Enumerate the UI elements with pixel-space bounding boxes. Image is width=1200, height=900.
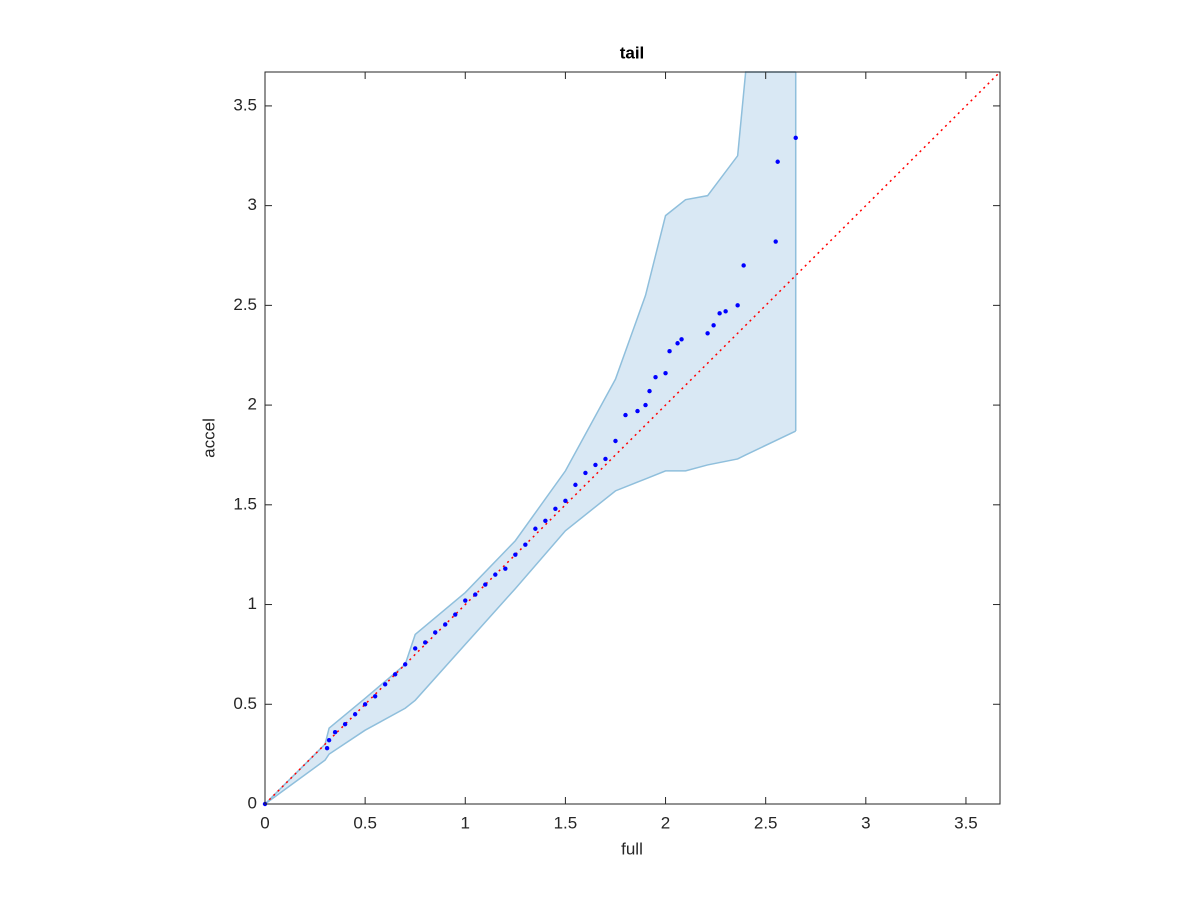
point — [326, 737, 332, 743]
point — [711, 323, 716, 328]
point — [583, 470, 588, 476]
x-tick-label: 0 — [260, 813, 269, 832]
point — [623, 412, 628, 418]
point — [603, 456, 608, 462]
axes-box — [264, 71, 1001, 805]
y-tick-label: 3 — [248, 195, 257, 214]
point — [573, 482, 578, 488]
y-tick-label: 3.5 — [233, 95, 257, 114]
point — [513, 552, 518, 557]
point — [523, 542, 528, 547]
point — [362, 702, 368, 707]
x-tick-label: 3.5 — [954, 813, 978, 832]
point — [463, 598, 468, 603]
point — [663, 370, 668, 376]
point — [775, 159, 780, 164]
point — [443, 622, 448, 627]
y-tick-label: 2 — [248, 395, 257, 414]
band-edge — [264, 71, 796, 805]
point — [635, 408, 640, 414]
point — [332, 729, 338, 735]
point — [563, 498, 568, 504]
point — [793, 135, 798, 141]
x-tick-label: 3 — [861, 813, 870, 832]
point — [653, 374, 658, 380]
y-tick-label: 0 — [248, 793, 257, 812]
x-tick-label: 1.5 — [554, 813, 578, 832]
point — [773, 239, 778, 244]
point — [741, 263, 746, 268]
point — [735, 303, 740, 308]
point — [533, 526, 538, 531]
point — [423, 640, 428, 645]
point — [372, 694, 378, 699]
band-edge — [264, 430, 797, 805]
point — [493, 572, 498, 577]
point — [382, 682, 388, 687]
y-tick-label: 1.5 — [233, 494, 257, 513]
y-tick-label: 0.5 — [233, 694, 257, 713]
point — [643, 402, 648, 408]
x-tick-label: 0.5 — [353, 813, 377, 832]
point — [679, 337, 684, 342]
point — [723, 309, 728, 314]
chart-title: tail — [620, 43, 645, 62]
band-fill — [265, 72, 796, 804]
point — [352, 712, 358, 717]
y-axis-label: accel — [199, 418, 218, 458]
y-tick-label: 1 — [248, 594, 257, 613]
point — [324, 745, 330, 751]
point — [402, 662, 408, 667]
point — [593, 462, 598, 468]
point — [553, 506, 558, 512]
x-tick-label: 2.5 — [754, 813, 778, 832]
reference-line — [264, 71, 1001, 805]
point — [543, 518, 548, 523]
point — [613, 438, 618, 444]
y-tick-label: 2.5 — [233, 295, 257, 314]
point — [483, 582, 488, 587]
point — [717, 311, 722, 316]
point — [705, 331, 710, 336]
point — [392, 672, 398, 677]
point — [647, 388, 652, 394]
point — [413, 646, 418, 651]
point — [503, 566, 508, 571]
x-tick-label: 2 — [661, 813, 670, 832]
point — [667, 349, 672, 354]
point — [675, 341, 680, 346]
point — [433, 630, 438, 635]
point — [473, 592, 478, 597]
x-axis-label: full — [621, 839, 643, 858]
x-tick-label: 1 — [461, 813, 470, 832]
point — [453, 612, 458, 617]
point — [342, 722, 348, 727]
